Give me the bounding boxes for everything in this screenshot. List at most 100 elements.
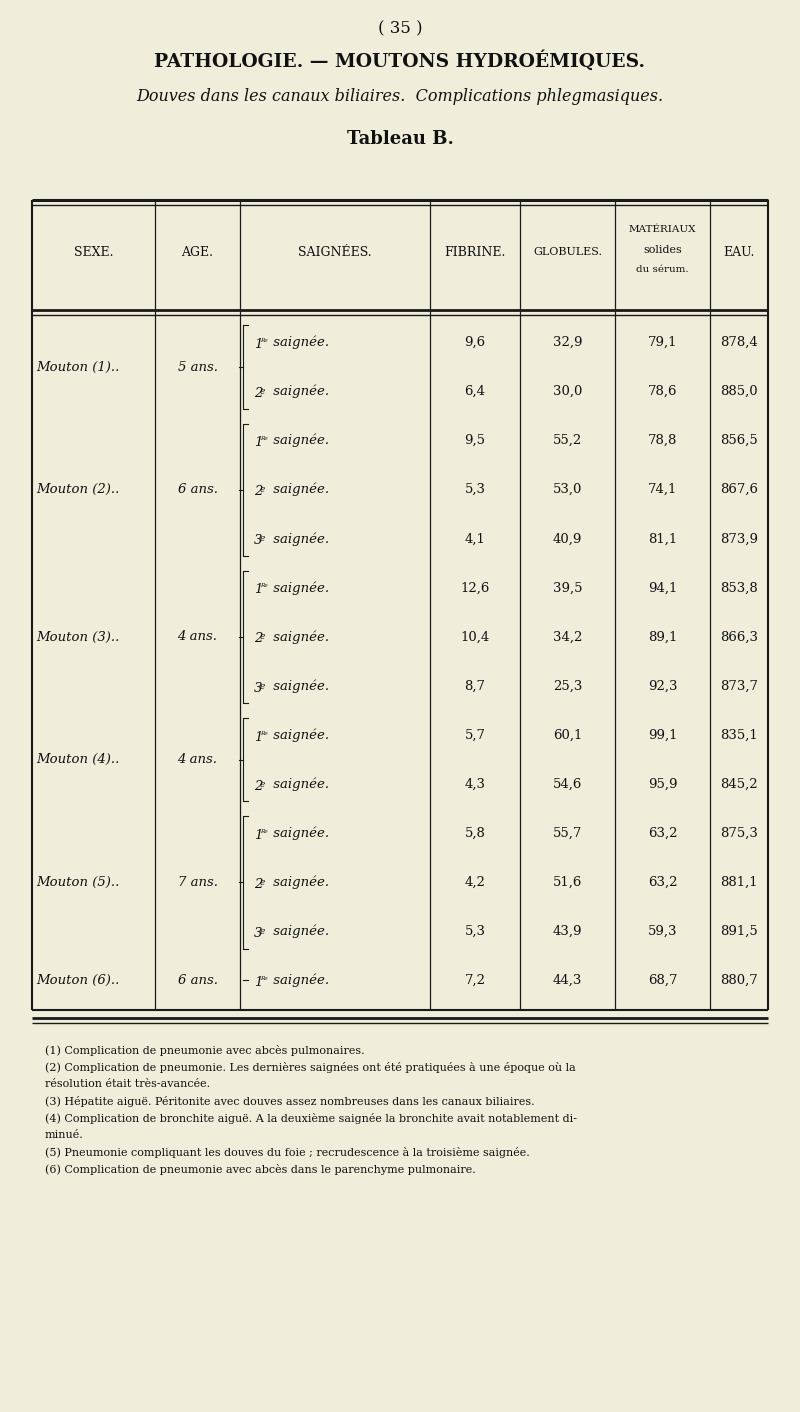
Text: GLOBULES.: GLOBULES. xyxy=(533,247,602,257)
Text: Douves dans les canaux biliaires.  Complications phlegmasiques.: Douves dans les canaux biliaires. Compli… xyxy=(137,88,663,104)
Text: minué.: minué. xyxy=(45,1130,84,1139)
Text: 867,6: 867,6 xyxy=(720,483,758,496)
Text: saignée.: saignée. xyxy=(269,433,329,448)
Text: Mouton (5)..: Mouton (5).. xyxy=(36,875,119,888)
Text: 1: 1 xyxy=(254,337,262,352)
Text: Tableau B.: Tableau B. xyxy=(346,130,454,148)
Text: 7,2: 7,2 xyxy=(465,974,486,987)
Text: 94,1: 94,1 xyxy=(648,582,677,594)
Text: saignée.: saignée. xyxy=(269,630,329,644)
Text: (1) Complication de pneumonie avec abcès pulmonaires.: (1) Complication de pneumonie avec abcès… xyxy=(45,1045,365,1056)
Text: 873,7: 873,7 xyxy=(720,679,758,692)
Text: ᴿᵉ: ᴿᵉ xyxy=(260,829,268,837)
Text: e: e xyxy=(260,779,266,789)
Text: e: e xyxy=(260,633,266,641)
Text: 92,3: 92,3 xyxy=(648,679,678,692)
Text: saignée.: saignée. xyxy=(269,385,329,398)
Text: saignée.: saignée. xyxy=(269,532,329,545)
Text: e: e xyxy=(260,878,266,887)
Text: (5) Pneumonie compliquant les douves du foie ; recrudescence à la troisième saig: (5) Pneumonie compliquant les douves du … xyxy=(45,1147,530,1158)
Text: 55,2: 55,2 xyxy=(553,433,582,448)
Text: SEXE.: SEXE. xyxy=(74,246,114,258)
Text: 835,1: 835,1 xyxy=(720,729,758,741)
Text: 4,2: 4,2 xyxy=(465,875,486,888)
Text: 4,3: 4,3 xyxy=(465,778,486,791)
Text: 78,8: 78,8 xyxy=(648,433,677,448)
Text: ᴿᵉ: ᴿᵉ xyxy=(260,976,268,986)
Text: SAIGNÉES.: SAIGNÉES. xyxy=(298,246,372,258)
Text: 30,0: 30,0 xyxy=(553,385,582,398)
Text: e: e xyxy=(260,486,266,494)
Text: 5,3: 5,3 xyxy=(465,483,486,496)
Text: 63,2: 63,2 xyxy=(648,875,678,888)
Text: ᴿᵉ: ᴿᵉ xyxy=(260,436,268,445)
Text: 2: 2 xyxy=(254,633,262,645)
Text: 2: 2 xyxy=(254,878,262,891)
Text: AGE.: AGE. xyxy=(182,246,214,258)
Text: 12,6: 12,6 xyxy=(460,582,490,594)
Text: 40,9: 40,9 xyxy=(553,532,582,545)
Text: 873,9: 873,9 xyxy=(720,532,758,545)
Text: PATHOLOGIE. — MOUTONS HYDROÉMIQUES.: PATHOLOGIE. — MOUTONS HYDROÉMIQUES. xyxy=(154,49,646,71)
Text: (2) Complication de pneumonie. Les dernières saignées ont été pratiquées à une é: (2) Complication de pneumonie. Les derni… xyxy=(45,1062,576,1073)
Text: Mouton (1)..: Mouton (1).. xyxy=(36,360,119,374)
Text: 34,2: 34,2 xyxy=(553,631,582,644)
Text: 78,6: 78,6 xyxy=(648,385,678,398)
Text: 6,4: 6,4 xyxy=(465,385,486,398)
Text: e: e xyxy=(260,926,266,936)
Text: ᴿᵉ: ᴿᵉ xyxy=(260,337,268,347)
Text: 39,5: 39,5 xyxy=(553,582,582,594)
Text: 81,1: 81,1 xyxy=(648,532,677,545)
Text: 5,3: 5,3 xyxy=(465,925,486,938)
Text: 853,8: 853,8 xyxy=(720,582,758,594)
Text: 55,7: 55,7 xyxy=(553,827,582,840)
Text: 845,2: 845,2 xyxy=(720,778,758,791)
Text: 32,9: 32,9 xyxy=(553,336,582,349)
Text: saignée.: saignée. xyxy=(269,826,329,840)
Text: saignée.: saignée. xyxy=(269,582,329,594)
Text: 1: 1 xyxy=(254,436,262,449)
Text: 2: 2 xyxy=(254,387,262,400)
Text: saignée.: saignée. xyxy=(269,679,329,693)
Text: saignée.: saignée. xyxy=(269,729,329,741)
Text: 9,5: 9,5 xyxy=(465,433,486,448)
Text: ᴿᵉ: ᴿᵉ xyxy=(260,730,268,740)
Text: saignée.: saignée. xyxy=(269,974,329,987)
Text: 5,7: 5,7 xyxy=(465,729,486,741)
Text: Mouton (6)..: Mouton (6).. xyxy=(36,974,119,987)
Text: 63,2: 63,2 xyxy=(648,827,678,840)
Text: 2: 2 xyxy=(254,779,262,792)
Text: 2: 2 xyxy=(254,486,262,498)
Text: résolution était très-avancée.: résolution était très-avancée. xyxy=(45,1079,210,1089)
Text: 3: 3 xyxy=(254,926,262,940)
Text: 9,6: 9,6 xyxy=(465,336,486,349)
Text: du sérum.: du sérum. xyxy=(636,265,689,274)
Text: 866,3: 866,3 xyxy=(720,631,758,644)
Text: 875,3: 875,3 xyxy=(720,827,758,840)
Text: 79,1: 79,1 xyxy=(648,336,678,349)
Text: (6) Complication de pneumonie avec abcès dans le parenchyme pulmonaire.: (6) Complication de pneumonie avec abcès… xyxy=(45,1163,476,1175)
Text: 74,1: 74,1 xyxy=(648,483,677,496)
Text: 1: 1 xyxy=(254,976,262,988)
Text: FIBRINE.: FIBRINE. xyxy=(444,246,506,258)
Text: 59,3: 59,3 xyxy=(648,925,678,938)
Text: 4 ans.: 4 ans. xyxy=(178,753,218,767)
Text: 1: 1 xyxy=(254,730,262,744)
Text: e: e xyxy=(260,534,266,544)
Text: MATÉRIAUX: MATÉRIAUX xyxy=(629,226,696,234)
Text: 885,0: 885,0 xyxy=(720,385,758,398)
Text: 3: 3 xyxy=(254,682,262,695)
Text: saignée.: saignée. xyxy=(269,925,329,938)
Text: 25,3: 25,3 xyxy=(553,679,582,692)
Text: e: e xyxy=(260,387,266,397)
Text: 10,4: 10,4 xyxy=(460,631,490,644)
Text: 60,1: 60,1 xyxy=(553,729,582,741)
Text: 1: 1 xyxy=(254,583,262,596)
Text: 54,6: 54,6 xyxy=(553,778,582,791)
Text: 4 ans.: 4 ans. xyxy=(178,631,218,644)
Text: 44,3: 44,3 xyxy=(553,974,582,987)
Text: saignée.: saignée. xyxy=(269,778,329,791)
Text: 6 ans.: 6 ans. xyxy=(178,483,218,496)
Text: ( 35 ): ( 35 ) xyxy=(378,20,422,37)
Text: 881,1: 881,1 xyxy=(720,875,758,888)
